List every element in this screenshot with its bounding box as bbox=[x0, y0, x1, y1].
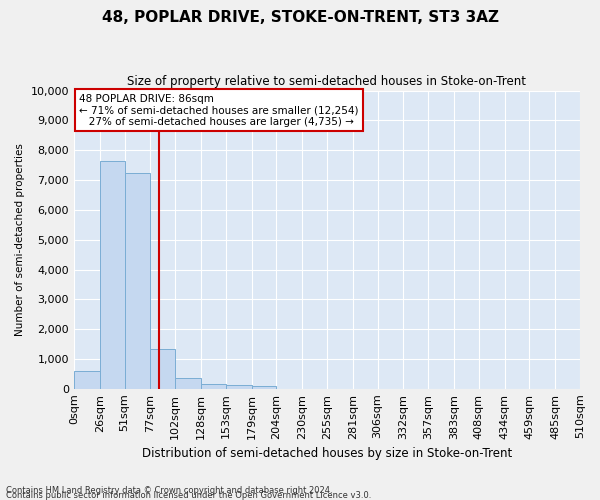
X-axis label: Distribution of semi-detached houses by size in Stoke-on-Trent: Distribution of semi-detached houses by … bbox=[142, 447, 512, 460]
Bar bbox=[175, 378, 201, 389]
Text: 48, POPLAR DRIVE, STOKE-ON-TRENT, ST3 3AZ: 48, POPLAR DRIVE, STOKE-ON-TRENT, ST3 3A… bbox=[101, 10, 499, 25]
Bar bbox=[74, 371, 100, 389]
Bar bbox=[125, 172, 151, 389]
Text: 48 POPLAR DRIVE: 86sqm
← 71% of semi-detached houses are smaller (12,254)
   27%: 48 POPLAR DRIVE: 86sqm ← 71% of semi-det… bbox=[79, 94, 358, 126]
Bar bbox=[226, 385, 251, 389]
Title: Size of property relative to semi-detached houses in Stoke-on-Trent: Size of property relative to semi-detach… bbox=[127, 75, 526, 88]
Text: Contains public sector information licensed under the Open Government Licence v3: Contains public sector information licen… bbox=[6, 490, 371, 500]
Bar bbox=[201, 384, 226, 389]
Bar bbox=[100, 160, 125, 389]
Text: Contains HM Land Registry data © Crown copyright and database right 2024.: Contains HM Land Registry data © Crown c… bbox=[6, 486, 332, 495]
Y-axis label: Number of semi-detached properties: Number of semi-detached properties bbox=[15, 143, 25, 336]
Bar bbox=[251, 386, 277, 389]
Bar bbox=[151, 348, 175, 389]
